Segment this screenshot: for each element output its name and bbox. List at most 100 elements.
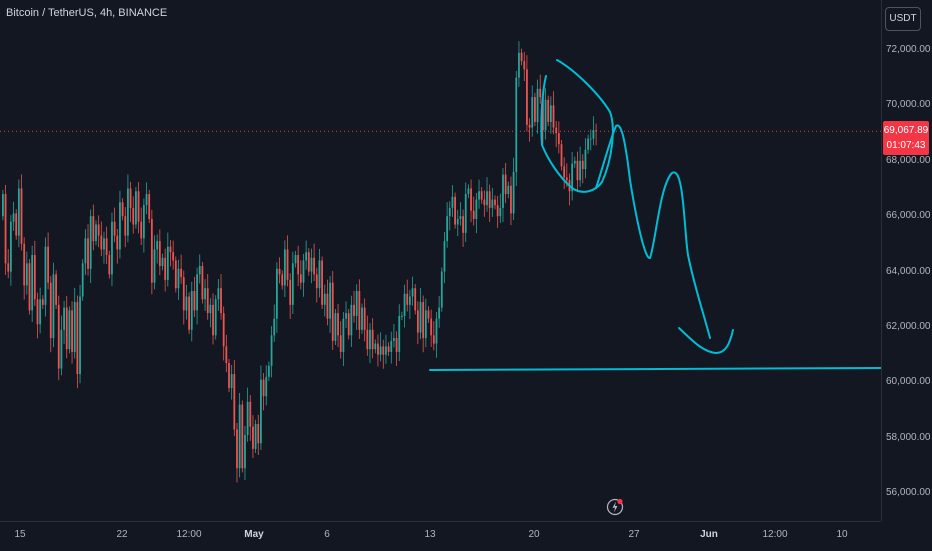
y-tick-label: 70,000.00 xyxy=(886,99,931,111)
price-chart[interactable] xyxy=(0,0,881,521)
candle-body xyxy=(557,133,560,145)
candle-body xyxy=(182,277,185,311)
candle-body xyxy=(289,279,292,305)
x-tick-label: 12:00 xyxy=(762,529,788,540)
candle-body xyxy=(180,268,183,278)
candle-body xyxy=(71,310,73,352)
candle-body xyxy=(260,379,262,444)
candle-body xyxy=(212,304,214,336)
candle-body xyxy=(454,196,456,225)
candle-body xyxy=(315,274,318,289)
candle-body xyxy=(100,235,103,250)
candle-body xyxy=(547,99,550,123)
candle-body xyxy=(432,335,435,344)
candle-body xyxy=(249,401,252,427)
candle-body xyxy=(140,221,143,239)
drawn-projection xyxy=(595,124,711,339)
candle-body xyxy=(198,266,201,275)
candle-body xyxy=(161,257,164,267)
candle-body xyxy=(124,216,127,236)
candle-body xyxy=(353,304,355,316)
candle-body xyxy=(28,263,31,311)
candle-body xyxy=(153,249,156,283)
candle-body xyxy=(475,199,478,219)
support-line xyxy=(429,367,881,371)
candle-body xyxy=(416,310,419,333)
candle-body xyxy=(23,243,26,286)
candle-body xyxy=(129,188,132,208)
x-tick-label: 10 xyxy=(836,529,848,540)
candle-body xyxy=(47,246,50,283)
time-axis[interactable]: 15 22 12:00 May 6 13 20 27 Jun 12:00 10 xyxy=(0,521,881,551)
candle-body xyxy=(103,238,105,250)
candle-body xyxy=(369,329,371,350)
y-tick-label: 72,000.00 xyxy=(886,44,931,55)
candle-body xyxy=(510,185,512,214)
candle-body xyxy=(291,263,294,305)
candle-body xyxy=(220,288,222,314)
currency-button[interactable]: USDT xyxy=(885,7,921,31)
candle-body xyxy=(68,310,71,350)
candle-body xyxy=(592,130,595,139)
candle-body xyxy=(448,207,451,217)
candle-body xyxy=(39,299,42,325)
current-price-label: 69,067.89 xyxy=(883,125,929,136)
candle-body xyxy=(31,254,34,311)
candle-body xyxy=(531,97,534,128)
candle-body xyxy=(222,313,225,347)
candle-body xyxy=(262,379,265,397)
candle-body xyxy=(36,299,39,325)
candle-body xyxy=(398,315,401,352)
candle-body xyxy=(526,69,528,125)
candle-body xyxy=(156,241,159,250)
countdown-label: 01:07:43 xyxy=(886,140,926,151)
candle-body xyxy=(278,268,281,275)
candle-body xyxy=(443,241,446,272)
candle-body xyxy=(345,313,347,319)
candle-body xyxy=(387,346,390,352)
candle-body xyxy=(539,88,542,98)
candle-body xyxy=(252,426,254,449)
y-tick-label: 56,000.00 xyxy=(886,487,931,499)
candle-body xyxy=(236,429,238,469)
candle-body xyxy=(488,191,491,208)
y-tick-label: 62,000.00 xyxy=(886,321,931,332)
candle-body xyxy=(305,252,308,261)
candle-body xyxy=(456,218,459,225)
y-tick-label: 58,000.00 xyxy=(886,431,931,443)
drawn-bottom-curve xyxy=(678,327,734,354)
candle-body xyxy=(246,401,249,436)
candle-body xyxy=(486,191,488,206)
candle-body xyxy=(150,218,153,283)
candle-body xyxy=(7,263,10,272)
candle-body xyxy=(81,263,84,297)
drawing-annotations[interactable] xyxy=(429,59,881,371)
candle-body xyxy=(233,374,236,430)
candle-body xyxy=(116,235,119,250)
candle-body xyxy=(4,194,7,264)
candle-body xyxy=(499,207,502,217)
candle-body xyxy=(555,127,558,134)
candle-body xyxy=(408,296,411,305)
x-tick-label: May xyxy=(244,529,264,540)
candle-body xyxy=(228,363,230,388)
candle-body xyxy=(241,404,244,469)
lightning-bolt-icon[interactable] xyxy=(606,498,624,516)
candle-body xyxy=(185,296,188,311)
candle-body xyxy=(472,210,475,219)
candle-body xyxy=(281,274,284,286)
candle-body xyxy=(52,274,55,339)
candle-body xyxy=(576,160,579,181)
candle-body xyxy=(440,271,443,308)
candle-body xyxy=(438,307,441,319)
candle-body xyxy=(515,77,518,172)
candle-body xyxy=(169,246,172,253)
candle-body xyxy=(201,266,204,300)
candle-body xyxy=(483,199,486,206)
candle-body xyxy=(518,52,520,78)
candle-body xyxy=(427,310,430,319)
candle-body xyxy=(273,318,276,336)
price-axis[interactable]: 72,000.00 70,000.00 68,000.00 66,000.00 64,0… xyxy=(881,0,932,521)
candle-body xyxy=(560,144,563,167)
candle-body xyxy=(358,290,361,330)
